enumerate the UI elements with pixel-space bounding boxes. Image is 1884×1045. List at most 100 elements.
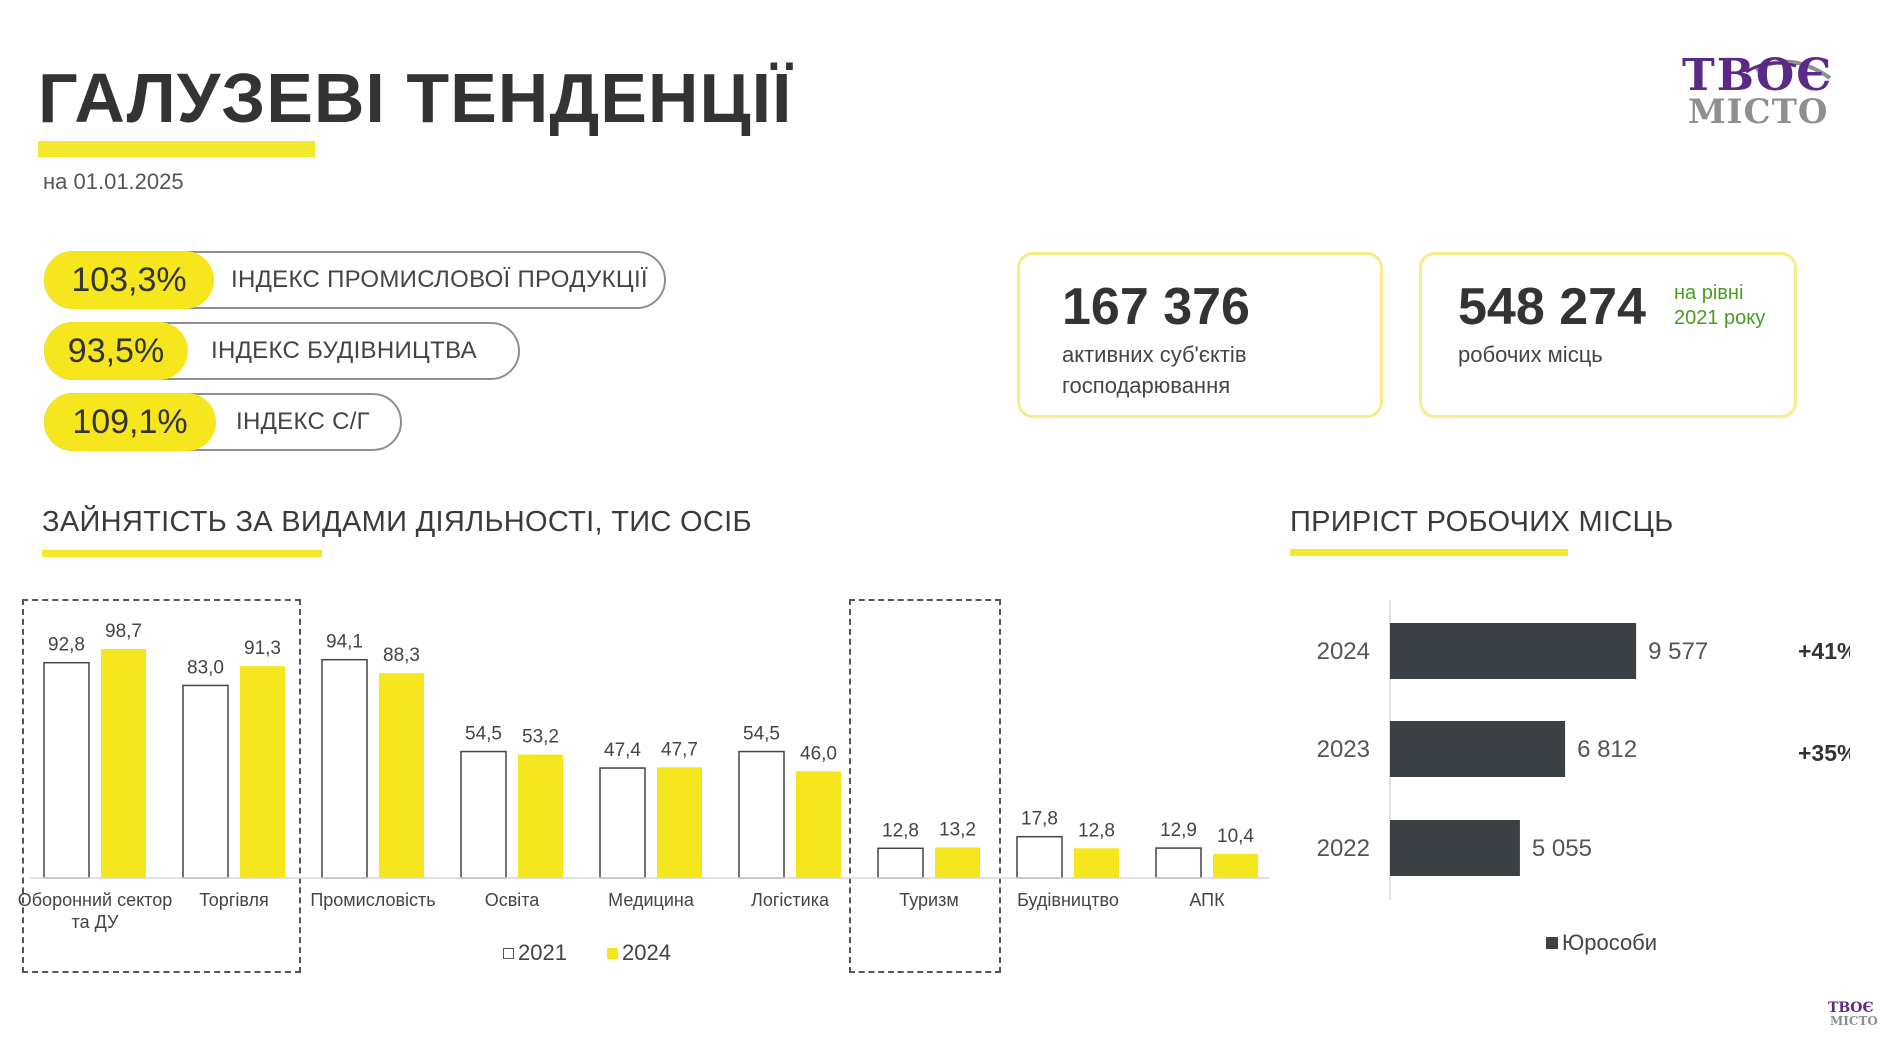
- highlight-box-defense-trade: [22, 599, 301, 973]
- category-label: Освіта: [485, 890, 541, 910]
- employment-legend-2021: 2021: [503, 940, 567, 966]
- bar-2024-2: [379, 673, 424, 878]
- bar-2024-0: [101, 649, 146, 878]
- bar-value-label: 10,4: [1217, 826, 1254, 847]
- bar-value-label: 54,5: [465, 724, 502, 745]
- category-label: Торгівля: [199, 890, 269, 910]
- bar-value-label: 54,5: [743, 724, 780, 745]
- year-label: 2022: [1317, 835, 1370, 862]
- stat-desc-line2: господарювання: [1062, 373, 1231, 398]
- logo-eye-icon: [1745, 59, 1832, 80]
- jobs-title-underline: [1290, 549, 1568, 556]
- bar-value-label: 91,3: [244, 638, 281, 659]
- year-label: 2023: [1317, 736, 1370, 763]
- hbar-value-label: 9 577: [1648, 638, 1708, 665]
- stat-description: активних суб'єктів господарювання: [1062, 339, 1247, 401]
- bar-value-label: 12,8: [882, 820, 919, 841]
- bar-2024-5: [796, 771, 841, 878]
- bar-value-label: 94,1: [326, 632, 363, 653]
- corner-logo-line1: ТВОЄ: [1828, 1000, 1874, 1016]
- index-label: ІНДЕКС С/Г: [236, 408, 370, 435]
- bar-value-label: 12,9: [1160, 820, 1197, 841]
- bar-value-label: 12,8: [1078, 820, 1115, 841]
- category-label: Промисловість: [310, 890, 435, 910]
- bar-2021-4: [599, 767, 646, 879]
- growth-label: +35%: [1798, 740, 1850, 766]
- stat-value: 167 376: [1062, 278, 1250, 336]
- stat-card-jobs: 548 274 робочих місць на рівні 2021 року: [1419, 252, 1797, 418]
- hbar-2023: [1390, 721, 1566, 777]
- employment-title-underline: [42, 550, 322, 557]
- bar-2021-2: [321, 658, 368, 879]
- brand-logo: ТВОЄ МІСТО: [1678, 48, 1838, 136]
- bar-2024-6: [935, 847, 980, 878]
- bar-2021-7: [1016, 835, 1063, 879]
- page-title: ГАЛУЗЕВІ ТЕНДЕНЦІЇ: [38, 59, 793, 137]
- hbar-value-label: 6 812: [1577, 736, 1637, 763]
- stat-note: на рівні 2021 року: [1674, 281, 1765, 331]
- report-date: на 01.01.2025: [43, 169, 184, 194]
- bar-value-label: 17,8: [1021, 809, 1058, 830]
- bar-2021-0: [43, 661, 90, 879]
- index-label: ІНДЕКС ПРОМИСЛОВОЇ ПРОДУКЦІЇ: [231, 266, 648, 293]
- stat-description: робочих місць: [1458, 339, 1603, 370]
- legend-label: Юрособи: [1562, 930, 1658, 955]
- highlight-box-tourism: [849, 599, 1001, 973]
- bar-value-label: 13,2: [939, 819, 976, 840]
- bar-value-label: 47,7: [661, 739, 698, 760]
- stat-value: 548 274: [1458, 278, 1646, 336]
- jobs-growth-chart: 2024 9 577 +41% 2023 6 812 +35% 2022 5 055: [1317, 600, 1850, 900]
- category-label: Оборонний сектор: [18, 890, 173, 910]
- category-label: Медицина: [608, 890, 695, 910]
- hbar-value-label: 5 055: [1532, 835, 1592, 862]
- jobs-chart-title: ПРИРІСТ РОБОЧИХ МІСЦЬ: [1290, 506, 1674, 538]
- bar-2021-8: [1155, 847, 1202, 879]
- stat-card-entities: 167 376 активних суб'єктів господарюванн…: [1017, 252, 1383, 418]
- stat-desc-line1: активних суб'єктів: [1062, 342, 1247, 367]
- bar-2024-4: [657, 767, 702, 878]
- bar-value-label: 92,8: [48, 635, 85, 656]
- index-pill-construction: 93,5% ІНДЕКС БУДІВНИЦТВА: [44, 322, 520, 380]
- bar-2021-5: [738, 750, 785, 879]
- legend-label: 2021: [518, 940, 567, 965]
- index-value: 93,5%: [44, 322, 188, 380]
- index-pill-industry: 103,3% ІНДЕКС ПРОМИСЛОВОЇ ПРОДУКЦІЇ: [44, 251, 666, 309]
- logo-line2: МІСТО: [1688, 92, 1829, 132]
- category-label: та ДУ: [72, 912, 119, 932]
- employment-legend-2024: 2024: [607, 940, 671, 966]
- legend-swatch-2024: [607, 947, 618, 959]
- corner-logo: ТВОЄ МІСТО: [1828, 1000, 1882, 1030]
- hbar-2022: [1390, 820, 1520, 876]
- index-label: ІНДЕКС БУДІВНИЦТВА: [211, 337, 477, 364]
- stat-note-line1: на рівні: [1674, 282, 1744, 304]
- stat-note-line2: 2021 року: [1674, 307, 1766, 329]
- bar-2024-1: [240, 666, 285, 878]
- bar-2024-7: [1074, 848, 1119, 878]
- bar-value-label: 53,2: [522, 727, 559, 748]
- bar-value-label: 47,4: [604, 740, 641, 761]
- employment-chart-title: ЗАЙНЯТІСТЬ ЗА ВИДАМИ ДІЯЛЬНОСТІ, ТИС ОСІ…: [42, 506, 752, 538]
- category-label: Логістика: [751, 890, 830, 910]
- legend-swatch-2021: [503, 947, 514, 959]
- bar-value-label: 98,7: [105, 621, 142, 642]
- bar-2024-3: [518, 754, 563, 878]
- stat-desc-line1: робочих місць: [1458, 342, 1603, 367]
- hbar-2024: [1390, 623, 1637, 679]
- legend-label: 2024: [622, 940, 671, 965]
- legend-swatch-legal-entities: [1546, 937, 1558, 949]
- jobs-legend: Юрособи: [1546, 930, 1657, 956]
- index-value: 103,3%: [44, 251, 214, 309]
- logo-line1: ТВОЄ: [1682, 50, 1834, 101]
- bar-2021-6: [877, 847, 924, 879]
- corner-logo-line2: МІСТО: [1830, 1014, 1878, 1028]
- category-label: Туризм: [899, 890, 958, 910]
- bar-2021-1: [182, 684, 229, 879]
- bar-2021-3: [460, 750, 507, 879]
- category-label: АПК: [1189, 890, 1225, 910]
- bar-value-label: 88,3: [383, 645, 420, 666]
- growth-label: +41%: [1798, 638, 1850, 664]
- category-label: Будівництво: [1017, 890, 1119, 910]
- index-pill-agriculture: 109,1% ІНДЕКС С/Г: [44, 393, 402, 451]
- year-label: 2024: [1317, 638, 1370, 665]
